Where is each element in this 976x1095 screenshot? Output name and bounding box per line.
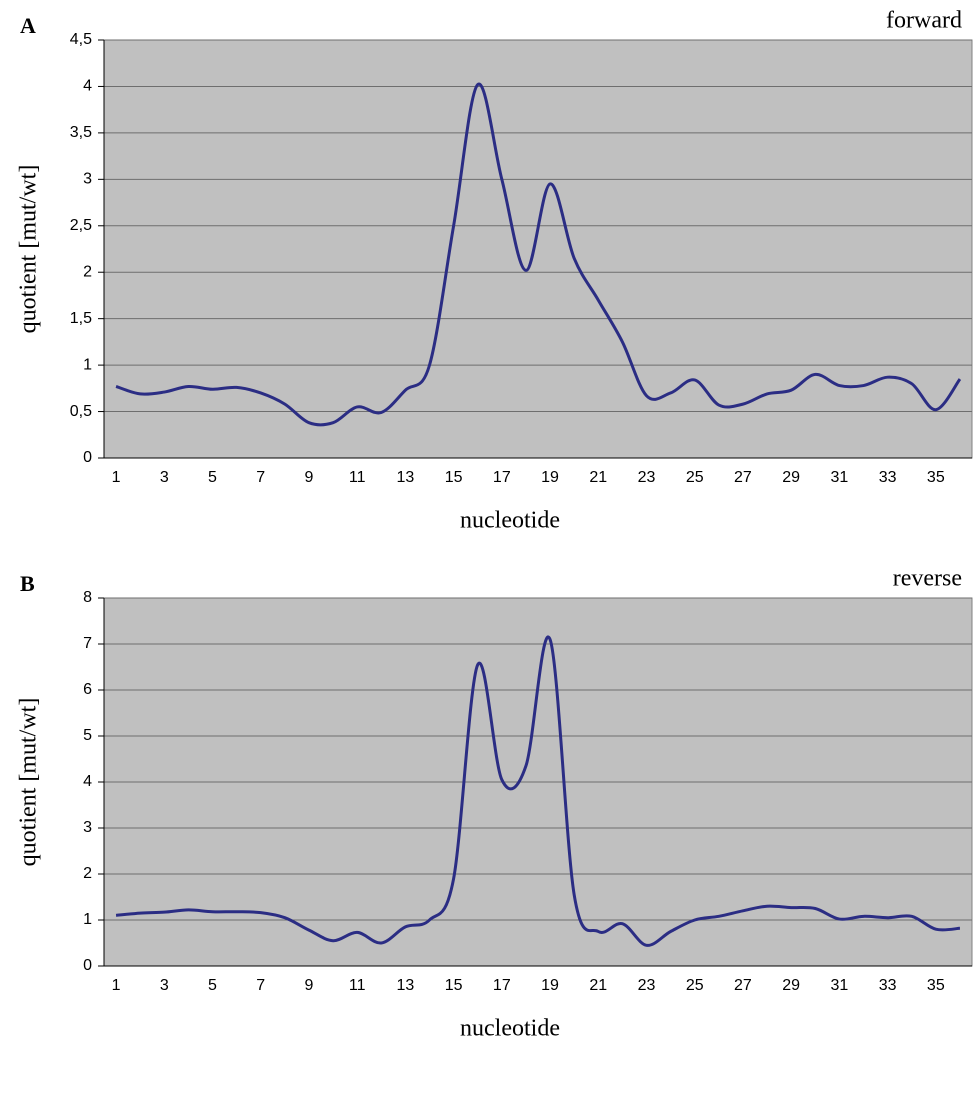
- x-tick-label: 29: [782, 469, 800, 486]
- x-tick-label: 33: [879, 469, 897, 486]
- y-tick-label: 5: [83, 727, 92, 744]
- x-tick-label: 25: [686, 977, 704, 994]
- x-tick-label: 9: [304, 977, 313, 994]
- y-tick-label: 3,5: [70, 124, 92, 141]
- y-tick-label: 3: [83, 171, 92, 188]
- y-tick-label: 6: [83, 681, 92, 698]
- y-tick-label: 1: [83, 911, 92, 928]
- y-tick-label: 2: [83, 263, 92, 280]
- y-axis-label: quotient [mut/wt]: [16, 165, 42, 334]
- y-tick-label: 7: [83, 635, 92, 652]
- x-tick-label: 35: [927, 469, 945, 486]
- x-tick-label: 9: [304, 469, 313, 486]
- x-tick-label: 7: [256, 977, 265, 994]
- x-tick-label: 5: [208, 977, 217, 994]
- x-tick-label: 7: [256, 469, 265, 486]
- x-tick-label: 15: [445, 469, 463, 486]
- y-tick-label: 4,5: [70, 31, 92, 48]
- x-axis-label: nucleotide: [460, 508, 560, 534]
- x-tick-label: 1: [112, 469, 121, 486]
- y-tick-label: 0,5: [70, 403, 92, 420]
- y-axis-label: quotient [mut/wt]: [16, 698, 42, 867]
- x-tick-label: 15: [445, 977, 463, 994]
- panel-label: B: [20, 571, 35, 596]
- x-tick-label: 1: [112, 977, 121, 994]
- x-tick-label: 33: [879, 977, 897, 994]
- x-tick-label: 3: [160, 469, 169, 486]
- x-tick-label: 27: [734, 469, 752, 486]
- plot-area: [103, 39, 973, 459]
- y-tick-label: 4: [83, 773, 92, 790]
- y-tick-label: 2,5: [70, 217, 92, 234]
- x-tick-label: 21: [589, 977, 607, 994]
- x-tick-label: 29: [782, 977, 800, 994]
- chart-title: forward: [886, 8, 962, 34]
- panel-label: A: [20, 13, 36, 38]
- y-tick-label: 1,5: [70, 310, 92, 327]
- data-line: [115, 82, 962, 427]
- x-axis-label: nucleotide: [460, 1016, 560, 1042]
- x-tick-label: 19: [541, 469, 559, 486]
- x-tick-label: 11: [349, 977, 366, 994]
- x-tick-label: 17: [493, 469, 511, 486]
- x-tick-label: 11: [349, 469, 366, 486]
- x-tick-label: 19: [541, 977, 559, 994]
- x-tick-label: 21: [589, 469, 607, 486]
- x-tick-label: 31: [830, 977, 848, 994]
- x-tick-label: 3: [160, 977, 169, 994]
- chart-title: reverse: [893, 566, 962, 592]
- y-tick-label: 4: [83, 78, 92, 95]
- y-tick-label: 8: [83, 589, 92, 606]
- x-tick-label: 13: [396, 469, 414, 486]
- y-tick-label: 3: [83, 819, 92, 836]
- x-tick-label: 35: [927, 977, 945, 994]
- y-tick-label: 0: [83, 449, 92, 466]
- x-tick-label: 31: [830, 469, 848, 486]
- x-tick-label: 23: [638, 977, 656, 994]
- x-tick-label: 17: [493, 977, 511, 994]
- x-tick-label: 25: [686, 469, 704, 486]
- x-tick-label: 23: [638, 469, 656, 486]
- y-tick-label: 1: [83, 356, 92, 373]
- x-tick-label: 13: [396, 977, 414, 994]
- y-tick-label: 0: [83, 957, 92, 974]
- x-tick-label: 5: [208, 469, 217, 486]
- data-line: [115, 635, 961, 947]
- x-tick-label: 27: [734, 977, 752, 994]
- y-tick-label: 2: [83, 865, 92, 882]
